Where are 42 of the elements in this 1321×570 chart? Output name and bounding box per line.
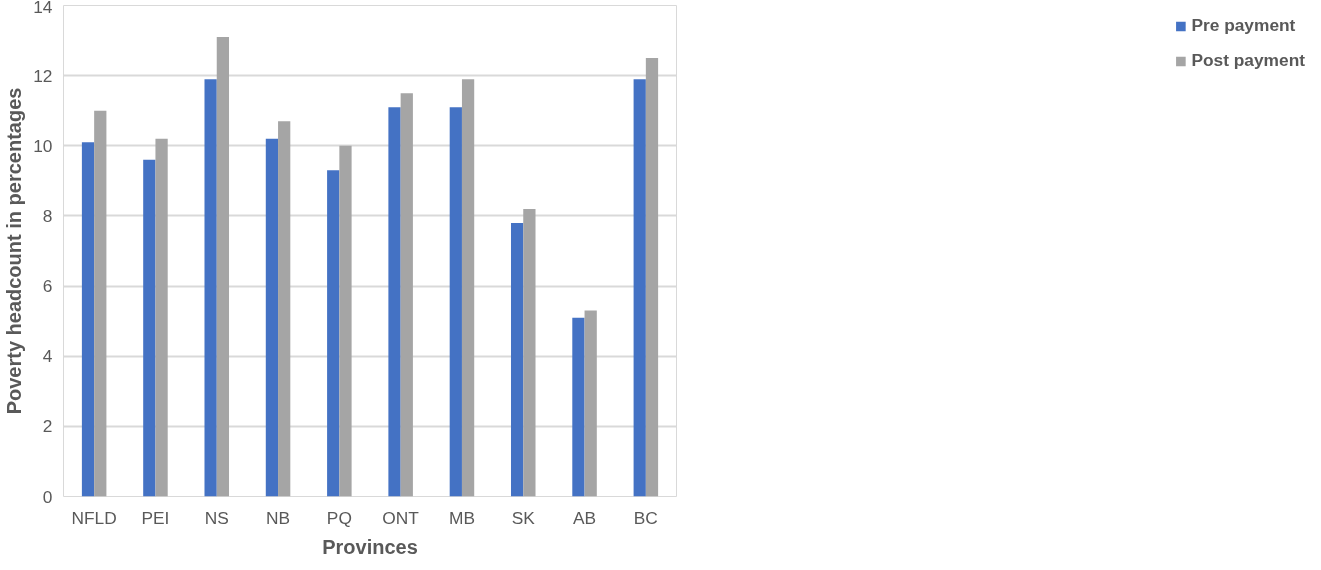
legend-label: Pre payment xyxy=(1191,15,1296,36)
bar xyxy=(633,79,646,497)
bar xyxy=(216,37,230,497)
bar xyxy=(523,208,536,497)
x-tick-label: NS xyxy=(204,507,229,528)
x-tick-label: BC xyxy=(633,507,658,528)
y-axis-title: Poverty headcount in percentages xyxy=(3,87,26,415)
bar xyxy=(461,79,475,497)
bar xyxy=(400,93,413,497)
bar xyxy=(645,58,659,497)
bar xyxy=(572,317,585,497)
bar xyxy=(278,121,291,497)
y-tick-label: 10 xyxy=(33,135,53,156)
bar xyxy=(81,142,95,497)
bar xyxy=(265,138,279,497)
bar xyxy=(510,222,524,497)
x-tick-label: NFLD xyxy=(71,507,117,528)
x-tick-label: MB xyxy=(448,507,475,528)
legend-label: Post payment xyxy=(1191,50,1305,71)
x-tick-label: ONT xyxy=(382,507,420,528)
y-tick-label: 4 xyxy=(42,346,53,367)
bar xyxy=(143,159,156,497)
x-tick-label: SK xyxy=(511,507,536,528)
bar xyxy=(339,145,352,497)
x-tick-label: AB xyxy=(572,507,597,528)
x-tick-label: NB xyxy=(266,507,291,528)
bar xyxy=(204,79,217,497)
y-tick-label: 8 xyxy=(42,205,53,226)
x-tick-label: PQ xyxy=(326,507,352,528)
y-tick-label: 14 xyxy=(33,0,53,17)
y-tick-label: 2 xyxy=(42,416,53,437)
bar xyxy=(94,110,107,497)
bar xyxy=(155,138,168,497)
y-tick-label: 0 xyxy=(42,486,53,507)
y-tick-label: 6 xyxy=(42,276,53,297)
bar xyxy=(584,310,597,497)
x-axis-title: Provinces xyxy=(322,535,418,558)
bar xyxy=(388,107,401,497)
bar xyxy=(449,107,462,497)
x-tick-label: PEI xyxy=(141,507,170,528)
bar xyxy=(327,170,340,497)
y-tick-label: 12 xyxy=(33,65,53,86)
